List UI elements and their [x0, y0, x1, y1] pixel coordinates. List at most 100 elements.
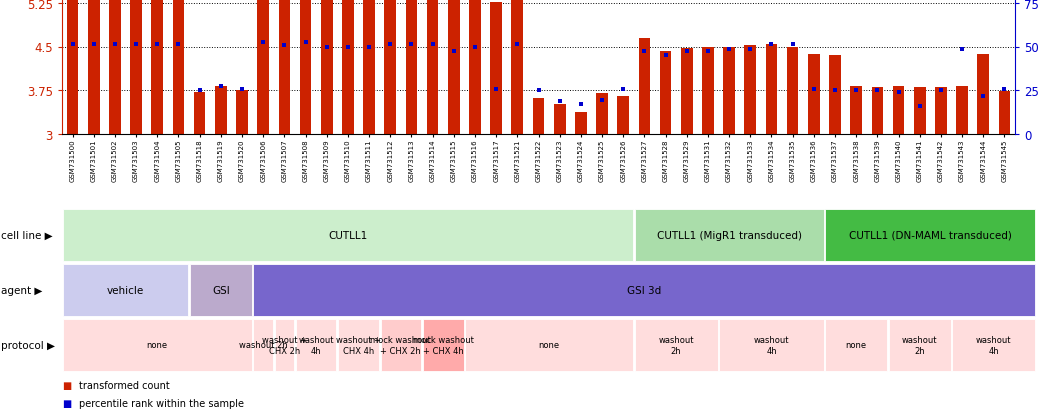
Point — [636, 48, 652, 55]
Text: washout
2h: washout 2h — [901, 336, 937, 355]
Bar — [215, 86, 226, 135]
Point — [678, 48, 695, 55]
Bar — [703, 47, 714, 135]
Point — [573, 101, 589, 108]
Text: ■: ■ — [62, 380, 71, 390]
Bar — [88, 0, 99, 135]
Point — [552, 98, 569, 105]
Bar — [808, 55, 820, 135]
Point — [699, 48, 716, 55]
Text: GSI 3d: GSI 3d — [627, 285, 662, 295]
Point — [996, 86, 1012, 93]
Point — [297, 40, 314, 47]
Point — [213, 84, 229, 90]
Text: transformed count: transformed count — [79, 380, 170, 390]
Bar — [935, 88, 946, 135]
Text: washout
4h: washout 4h — [298, 336, 334, 355]
Bar — [320, 0, 333, 135]
Text: GSI: GSI — [211, 285, 229, 295]
Bar — [786, 47, 799, 135]
Text: agent ▶: agent ▶ — [1, 285, 43, 295]
Point — [467, 44, 484, 51]
Text: washout
4h: washout 4h — [754, 336, 789, 355]
Point — [615, 86, 631, 93]
Text: mock washout
+ CHX 2h: mock washout + CHX 2h — [371, 336, 431, 355]
Bar — [618, 97, 629, 135]
Bar — [363, 0, 375, 135]
Text: CUTLL1 (DN-MAML transduced): CUTLL1 (DN-MAML transduced) — [849, 230, 1011, 240]
Bar — [237, 91, 248, 135]
Bar — [490, 2, 502, 135]
Bar — [660, 52, 671, 135]
Text: vehicle: vehicle — [107, 285, 144, 295]
Text: ■: ■ — [62, 398, 71, 408]
Point — [254, 40, 271, 47]
Text: washout +
CHX 4h: washout + CHX 4h — [336, 336, 381, 355]
Point — [742, 46, 759, 53]
Point — [170, 42, 186, 48]
Bar — [405, 0, 418, 135]
Bar — [448, 0, 460, 135]
Bar — [765, 45, 777, 135]
Point — [64, 42, 81, 48]
Text: mock washout
+ CHX 4h: mock washout + CHX 4h — [413, 336, 473, 355]
Bar — [109, 0, 120, 135]
Point — [445, 48, 462, 55]
Bar — [258, 0, 269, 135]
Point — [339, 44, 356, 51]
Point — [763, 42, 780, 48]
Bar — [914, 88, 926, 135]
Point — [933, 88, 950, 94]
Bar — [427, 0, 439, 135]
Point — [276, 43, 293, 50]
Text: protocol ▶: protocol ▶ — [1, 340, 55, 350]
Point — [86, 42, 103, 48]
Bar — [893, 87, 905, 135]
Text: CUTLL1 (MigR1 transduced): CUTLL1 (MigR1 transduced) — [656, 230, 802, 240]
Point — [594, 97, 610, 104]
Point — [128, 42, 144, 48]
Bar — [999, 92, 1010, 135]
Text: cell line ▶: cell line ▶ — [1, 230, 52, 240]
Point — [827, 88, 844, 94]
Point — [658, 53, 674, 59]
Point — [149, 42, 165, 48]
Bar — [723, 47, 735, 135]
Text: washout
4h: washout 4h — [976, 336, 1011, 355]
Bar — [978, 55, 989, 135]
Text: CUTLL1: CUTLL1 — [329, 230, 367, 240]
Point — [361, 44, 378, 51]
Text: none: none — [147, 341, 168, 350]
Point — [318, 44, 335, 51]
Bar — [194, 93, 205, 135]
Text: none: none — [538, 341, 560, 350]
Point — [192, 88, 208, 94]
Point — [890, 90, 907, 96]
Point — [784, 42, 801, 48]
Bar — [554, 104, 565, 135]
Bar — [384, 0, 396, 135]
Bar — [299, 0, 311, 135]
Bar — [744, 46, 756, 135]
Bar — [639, 39, 650, 135]
Bar — [575, 113, 586, 135]
Point — [975, 94, 992, 100]
Bar — [152, 0, 163, 135]
Bar — [850, 86, 862, 135]
Bar — [130, 0, 142, 135]
Bar — [829, 56, 841, 135]
Bar — [871, 88, 884, 135]
Text: washout +
CHX 2h: washout + CHX 2h — [262, 336, 307, 355]
Point — [233, 86, 250, 93]
Point — [848, 88, 865, 94]
Text: none: none — [846, 341, 867, 350]
Point — [911, 103, 928, 110]
Point — [805, 86, 822, 93]
Bar — [681, 49, 692, 135]
Bar — [533, 99, 544, 135]
Bar — [469, 1, 481, 135]
Point — [403, 42, 420, 48]
Point — [720, 46, 737, 53]
Point — [530, 87, 547, 94]
Point — [869, 88, 886, 94]
